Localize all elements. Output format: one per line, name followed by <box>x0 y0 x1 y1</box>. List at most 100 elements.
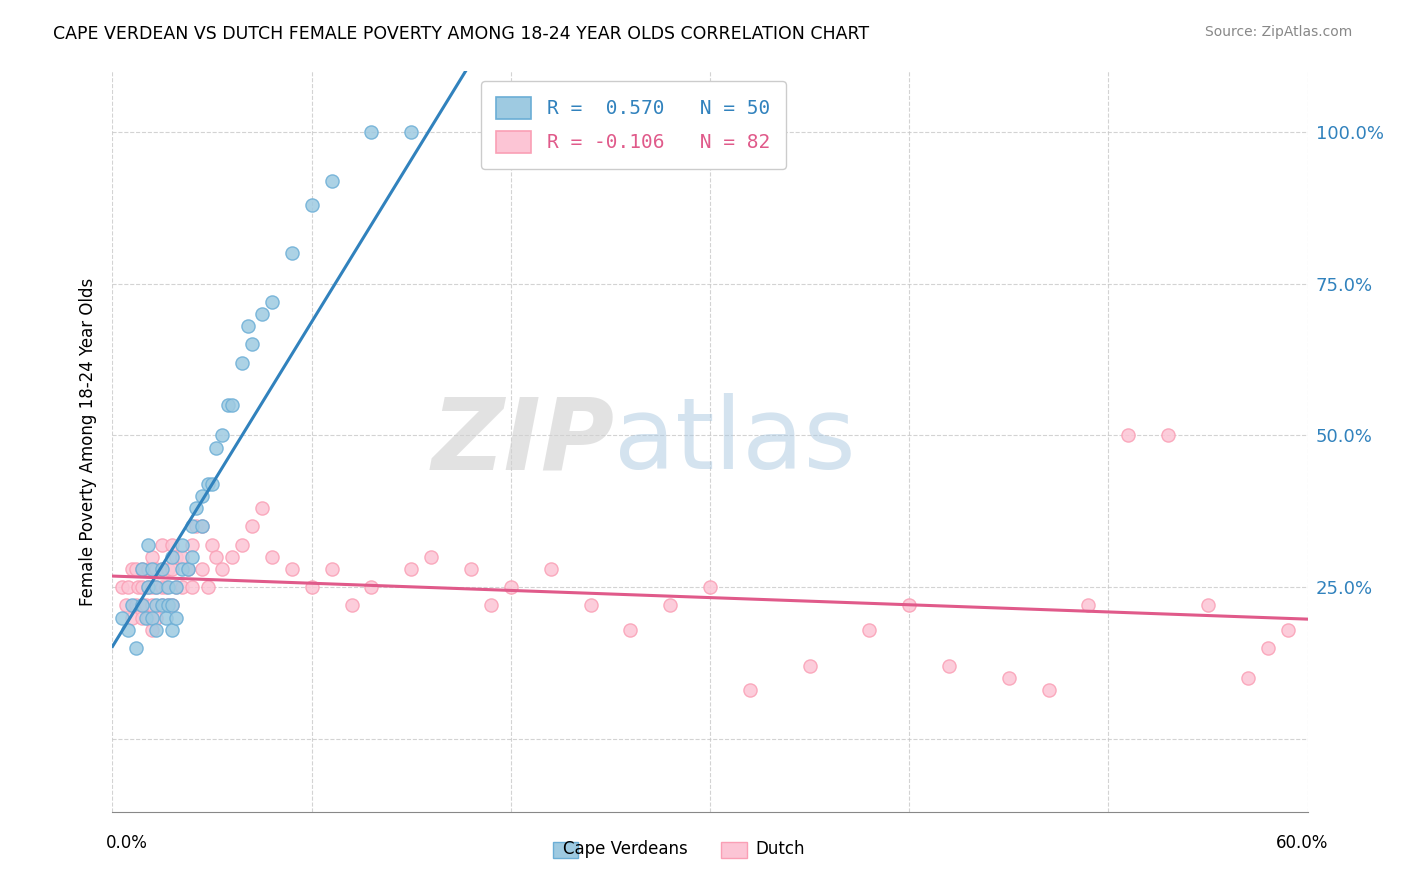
Point <box>131 580 153 594</box>
Point <box>141 562 163 576</box>
Point <box>157 562 180 576</box>
Point <box>131 562 153 576</box>
Point <box>186 519 208 533</box>
Point <box>131 599 153 613</box>
Point <box>191 519 214 533</box>
Point <box>340 599 363 613</box>
Point <box>111 610 134 624</box>
Point <box>172 562 194 576</box>
Point <box>155 580 177 594</box>
Text: 0.0%: 0.0% <box>105 834 148 852</box>
Point <box>162 623 183 637</box>
Point <box>479 599 502 613</box>
Point <box>197 477 219 491</box>
Point <box>150 599 173 613</box>
Point <box>121 599 143 613</box>
Point <box>301 198 323 212</box>
Point <box>499 580 522 594</box>
Point <box>240 337 263 351</box>
Point <box>138 562 160 576</box>
Point <box>281 562 304 576</box>
Point <box>186 501 208 516</box>
Text: CAPE VERDEAN VS DUTCH FEMALE POVERTY AMONG 18-24 YEAR OLDS CORRELATION CHART: CAPE VERDEAN VS DUTCH FEMALE POVERTY AMO… <box>53 25 869 43</box>
Point <box>172 538 194 552</box>
Point <box>165 549 187 564</box>
Point <box>138 538 160 552</box>
Point <box>401 125 423 139</box>
Point <box>172 580 194 594</box>
Point <box>321 562 343 576</box>
Point <box>205 441 228 455</box>
Point <box>172 549 194 564</box>
Point <box>191 489 214 503</box>
Point <box>127 580 149 594</box>
Point <box>165 610 187 624</box>
Point <box>579 599 602 613</box>
Point <box>145 580 167 594</box>
Point <box>858 623 880 637</box>
Point <box>138 580 160 594</box>
Point <box>211 428 233 442</box>
Point <box>177 562 200 576</box>
Point <box>236 319 259 334</box>
Point <box>191 519 214 533</box>
Point <box>460 562 482 576</box>
Point <box>221 398 243 412</box>
Point <box>131 610 153 624</box>
Point <box>125 640 148 655</box>
Point <box>145 580 167 594</box>
Point <box>150 599 173 613</box>
Point <box>1157 428 1180 442</box>
Point <box>121 562 143 576</box>
Text: Source: ZipAtlas.com: Source: ZipAtlas.com <box>1205 25 1353 39</box>
Point <box>898 599 921 613</box>
Point <box>145 623 167 637</box>
Point <box>155 610 177 624</box>
Point <box>125 562 148 576</box>
Point <box>177 562 200 576</box>
Point <box>1038 683 1060 698</box>
Point <box>659 599 682 613</box>
Point <box>799 659 821 673</box>
Point <box>217 398 239 412</box>
Text: atlas: atlas <box>614 393 856 490</box>
Point <box>125 599 148 613</box>
Point <box>162 599 183 613</box>
Point <box>141 610 163 624</box>
Point <box>181 580 204 594</box>
Point <box>150 580 173 594</box>
Point <box>157 580 180 594</box>
Point <box>135 599 157 613</box>
Point <box>145 610 167 624</box>
Point <box>115 599 138 613</box>
Point <box>281 246 304 260</box>
Point <box>145 599 167 613</box>
FancyBboxPatch shape <box>721 842 747 858</box>
Point <box>150 562 173 576</box>
Point <box>321 173 343 187</box>
Point <box>699 580 721 594</box>
Point <box>301 580 323 594</box>
Point <box>117 623 139 637</box>
Legend: R =  0.570   N = 50, R = -0.106   N = 82: R = 0.570 N = 50, R = -0.106 N = 82 <box>481 81 786 169</box>
Point <box>138 580 160 594</box>
Point <box>489 125 512 139</box>
Point <box>141 562 163 576</box>
Point <box>401 562 423 576</box>
Point <box>197 580 219 594</box>
Point <box>165 580 187 594</box>
Point <box>141 599 163 613</box>
Point <box>221 549 243 564</box>
Point <box>231 538 253 552</box>
Point <box>141 549 163 564</box>
Point <box>150 562 173 576</box>
Point <box>1237 671 1260 685</box>
Point <box>181 538 204 552</box>
Point <box>150 538 173 552</box>
Point <box>938 659 960 673</box>
Point <box>135 610 157 624</box>
Point <box>1077 599 1099 613</box>
Point <box>1277 623 1299 637</box>
Point <box>138 610 160 624</box>
Point <box>540 562 562 576</box>
